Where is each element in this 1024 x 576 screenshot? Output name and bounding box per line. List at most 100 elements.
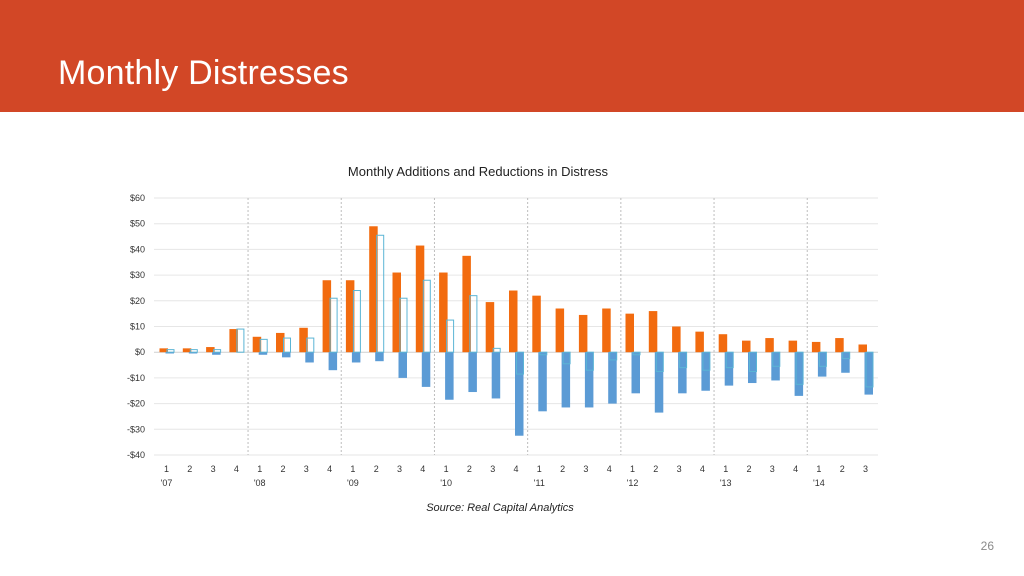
net-bar <box>749 351 757 372</box>
x-tick-label: 3 <box>397 464 402 474</box>
addition-bar <box>672 326 681 353</box>
net-bar <box>469 295 478 353</box>
net-bar <box>492 347 501 353</box>
x-tick-label: 2 <box>467 464 472 474</box>
y-tick-label: -$10 <box>127 373 145 383</box>
addition-bar <box>718 334 728 353</box>
addition-bar <box>509 290 518 353</box>
x-tick-label: 2 <box>746 464 751 474</box>
addition-bar <box>555 308 565 353</box>
net-bar <box>236 328 245 353</box>
reduction-bar <box>398 352 407 378</box>
reduction-bar <box>631 352 640 394</box>
addition-bar <box>276 332 285 353</box>
addition-bar <box>322 280 332 353</box>
net-bar <box>609 351 618 361</box>
addition-bar <box>206 347 215 353</box>
x-tick-label: 1 <box>816 464 821 474</box>
reduction-bar <box>561 352 571 408</box>
net-bar <box>842 351 851 360</box>
net-bar <box>446 319 455 353</box>
x-tick-label: 1 <box>444 464 449 474</box>
x-tick-label: 3 <box>583 464 588 474</box>
net-bar <box>352 290 361 353</box>
x-tick-label: 1 <box>537 464 542 474</box>
net-bar <box>865 351 874 388</box>
x-tick-label: 3 <box>863 464 868 474</box>
addition-bar <box>369 226 378 353</box>
slide-title: Monthly Distresses <box>58 54 349 92</box>
year-label: '13 <box>720 478 732 488</box>
net-bar <box>772 351 781 367</box>
addition-bar <box>765 338 774 353</box>
addition-bar <box>742 340 751 353</box>
reduction-bar <box>794 352 804 396</box>
year-label: '10 <box>440 478 452 488</box>
reduction-bar <box>305 352 314 363</box>
reduction-bar <box>701 352 710 391</box>
y-tick-label: $20 <box>130 296 145 306</box>
reduction-bar <box>608 352 617 404</box>
net-bar <box>399 297 408 353</box>
addition-bar <box>602 308 611 353</box>
reduction-bar <box>468 352 477 393</box>
net-bar <box>562 351 571 365</box>
x-tick-label: 3 <box>770 464 775 474</box>
x-tick-label: 2 <box>653 464 658 474</box>
net-bar <box>725 351 734 369</box>
addition-bar <box>252 336 262 353</box>
net-bar <box>283 337 291 353</box>
x-tick-label: 2 <box>187 464 192 474</box>
reduction-bar <box>351 352 361 363</box>
reduction-bar <box>421 352 431 387</box>
x-tick-label: 2 <box>374 464 379 474</box>
addition-bar <box>299 327 308 353</box>
y-tick-label: $50 <box>130 219 145 229</box>
reduction-bar <box>817 352 827 377</box>
y-tick-label: -$30 <box>127 424 145 434</box>
addition-bar <box>788 340 798 353</box>
chart-title: Monthly Additions and Reductions in Dist… <box>347 164 609 179</box>
x-tick-label: 3 <box>677 464 682 474</box>
y-tick-label: -$20 <box>127 399 145 409</box>
addition-bar <box>532 295 541 353</box>
x-tick-label: 4 <box>327 464 332 474</box>
net-bar <box>632 351 641 356</box>
net-bar <box>189 349 198 353</box>
reduction-bar <box>491 352 501 399</box>
reduction-bar <box>375 352 384 362</box>
net-bar <box>422 279 431 353</box>
addition-bar <box>439 272 448 353</box>
reduction-bar <box>654 352 664 413</box>
net-bar <box>585 351 594 371</box>
y-tick-label: $40 <box>130 244 145 254</box>
x-tick-label: 4 <box>700 464 705 474</box>
x-tick-label: 1 <box>723 464 728 474</box>
net-bar <box>539 351 548 356</box>
y-tick-label: $0 <box>135 347 145 357</box>
net-bar <box>679 351 688 369</box>
net-bar <box>166 349 175 353</box>
reduction-bar <box>538 352 547 412</box>
addition-bar <box>695 331 704 353</box>
year-label: '11 <box>534 478 545 488</box>
addition-bar <box>648 311 658 353</box>
addition-bar <box>229 329 238 353</box>
addition-bar <box>578 314 588 353</box>
distress-chart: $60 $50 $40 $30 $20 $10 $0 -$10 -$20 -$30 -$40 1 2 3 4… <box>127 193 878 488</box>
year-label: '07 <box>161 478 173 488</box>
reduction-bar <box>841 352 850 373</box>
addition-bar <box>462 255 471 353</box>
addition-bar <box>485 302 495 353</box>
x-tick-label: 1 <box>630 464 635 474</box>
addition-bar <box>625 313 634 353</box>
reduction-bar <box>188 352 198 354</box>
y-tick-label: -$40 <box>127 450 145 460</box>
year-label: '14 <box>813 478 825 488</box>
net-bar <box>259 338 268 353</box>
reduction-bar <box>258 352 268 355</box>
addition-bar <box>811 341 821 353</box>
addition-bar <box>345 280 355 353</box>
reduction-bar <box>864 352 873 395</box>
reduction-bar <box>678 352 687 394</box>
